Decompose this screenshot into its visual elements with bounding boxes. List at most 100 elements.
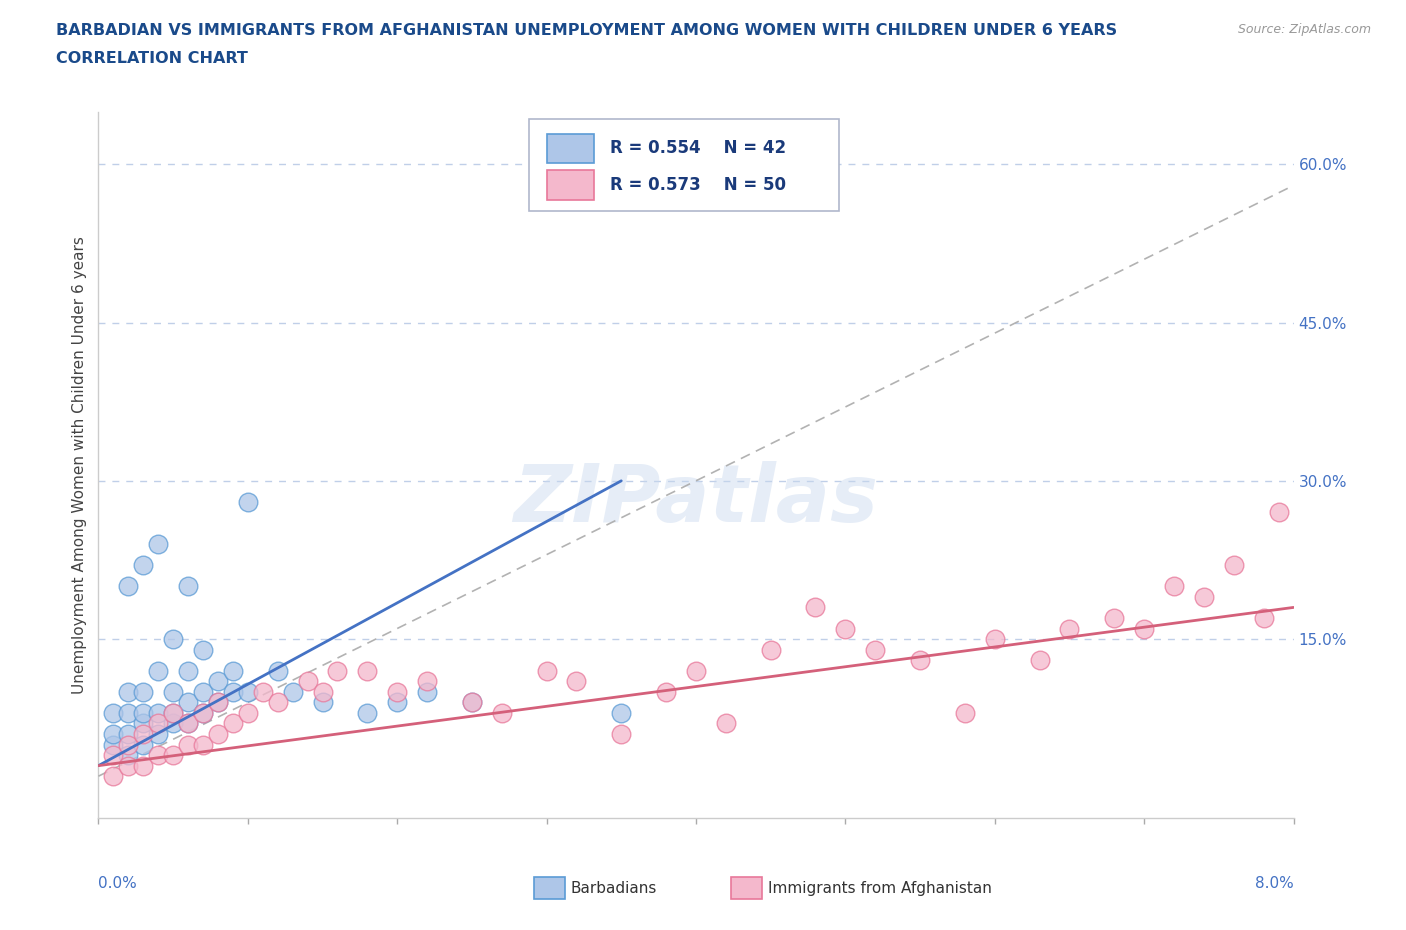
Point: [117, 578, 139, 593]
Point: [207, 695, 229, 710]
Point: [207, 695, 229, 710]
Point: [148, 748, 170, 763]
Point: [191, 706, 214, 721]
Point: [863, 643, 886, 658]
Point: [222, 716, 245, 731]
Point: [222, 663, 245, 678]
Point: [1253, 610, 1275, 625]
Point: [103, 706, 125, 721]
Point: [1028, 653, 1050, 668]
Point: [148, 716, 170, 731]
Point: [267, 663, 290, 678]
Point: [148, 706, 170, 721]
Point: [117, 684, 139, 699]
Point: [461, 695, 484, 710]
Text: Source: ZipAtlas.com: Source: ZipAtlas.com: [1237, 23, 1371, 36]
Point: [117, 737, 139, 752]
Point: [461, 695, 484, 710]
Text: R = 0.554    N = 42: R = 0.554 N = 42: [610, 140, 786, 157]
Text: Barbadians: Barbadians: [571, 881, 657, 896]
Point: [177, 716, 200, 731]
Point: [983, 631, 1005, 646]
Point: [281, 684, 304, 699]
Point: [297, 674, 319, 689]
Point: [162, 716, 184, 731]
Point: [804, 600, 827, 615]
Point: [103, 726, 125, 741]
Point: [132, 684, 155, 699]
Text: Immigrants from Afghanistan: Immigrants from Afghanistan: [768, 881, 991, 896]
Point: [385, 695, 409, 710]
Point: [326, 663, 349, 678]
Point: [132, 737, 155, 752]
Point: [177, 663, 200, 678]
FancyBboxPatch shape: [547, 170, 595, 200]
Point: [655, 684, 678, 699]
FancyBboxPatch shape: [547, 134, 595, 163]
Point: [356, 706, 378, 721]
Point: [416, 674, 439, 689]
Point: [132, 716, 155, 731]
Text: 0.0%: 0.0%: [98, 876, 138, 892]
Point: [117, 758, 139, 773]
Point: [252, 684, 274, 699]
Point: [132, 758, 155, 773]
Point: [117, 748, 139, 763]
Point: [356, 663, 378, 678]
Point: [236, 684, 259, 699]
Point: [491, 706, 513, 721]
Point: [385, 684, 409, 699]
Point: [132, 726, 155, 741]
Point: [1267, 505, 1289, 520]
Point: [148, 726, 170, 741]
Point: [1222, 558, 1246, 573]
Point: [1133, 621, 1156, 636]
Point: [148, 663, 170, 678]
Point: [267, 695, 290, 710]
Text: R = 0.573    N = 50: R = 0.573 N = 50: [610, 176, 786, 194]
Point: [162, 706, 184, 721]
Point: [191, 737, 214, 752]
Point: [610, 726, 633, 741]
Point: [714, 716, 737, 731]
Point: [222, 684, 245, 699]
FancyBboxPatch shape: [529, 119, 839, 210]
Point: [177, 716, 200, 731]
Point: [236, 706, 259, 721]
Point: [834, 621, 856, 636]
Point: [565, 674, 588, 689]
Text: BARBADIAN VS IMMIGRANTS FROM AFGHANISTAN UNEMPLOYMENT AMONG WOMEN WITH CHILDREN : BARBADIAN VS IMMIGRANTS FROM AFGHANISTAN…: [56, 23, 1118, 38]
Point: [311, 684, 333, 699]
Point: [1192, 590, 1215, 604]
Text: CORRELATION CHART: CORRELATION CHART: [56, 51, 247, 66]
Point: [416, 684, 439, 699]
Point: [103, 748, 125, 763]
Y-axis label: Unemployment Among Women with Children Under 6 years: Unemployment Among Women with Children U…: [72, 236, 87, 694]
Point: [311, 695, 333, 710]
Point: [191, 643, 214, 658]
Point: [1102, 610, 1125, 625]
Point: [132, 706, 155, 721]
Point: [103, 769, 125, 784]
Point: [117, 726, 139, 741]
Point: [1059, 621, 1081, 636]
Point: [207, 726, 229, 741]
Point: [1163, 578, 1185, 593]
Point: [908, 653, 931, 668]
Point: [953, 706, 976, 721]
Text: ZIPatlas: ZIPatlas: [513, 461, 879, 539]
Point: [162, 748, 184, 763]
Point: [162, 706, 184, 721]
Point: [103, 737, 125, 752]
Point: [148, 537, 170, 551]
Point: [236, 495, 259, 510]
Point: [207, 674, 229, 689]
Point: [162, 631, 184, 646]
Point: [610, 706, 633, 721]
Point: [685, 663, 707, 678]
Point: [191, 684, 214, 699]
Point: [132, 558, 155, 573]
Point: [536, 663, 558, 678]
Point: [177, 737, 200, 752]
Text: 8.0%: 8.0%: [1254, 876, 1294, 892]
